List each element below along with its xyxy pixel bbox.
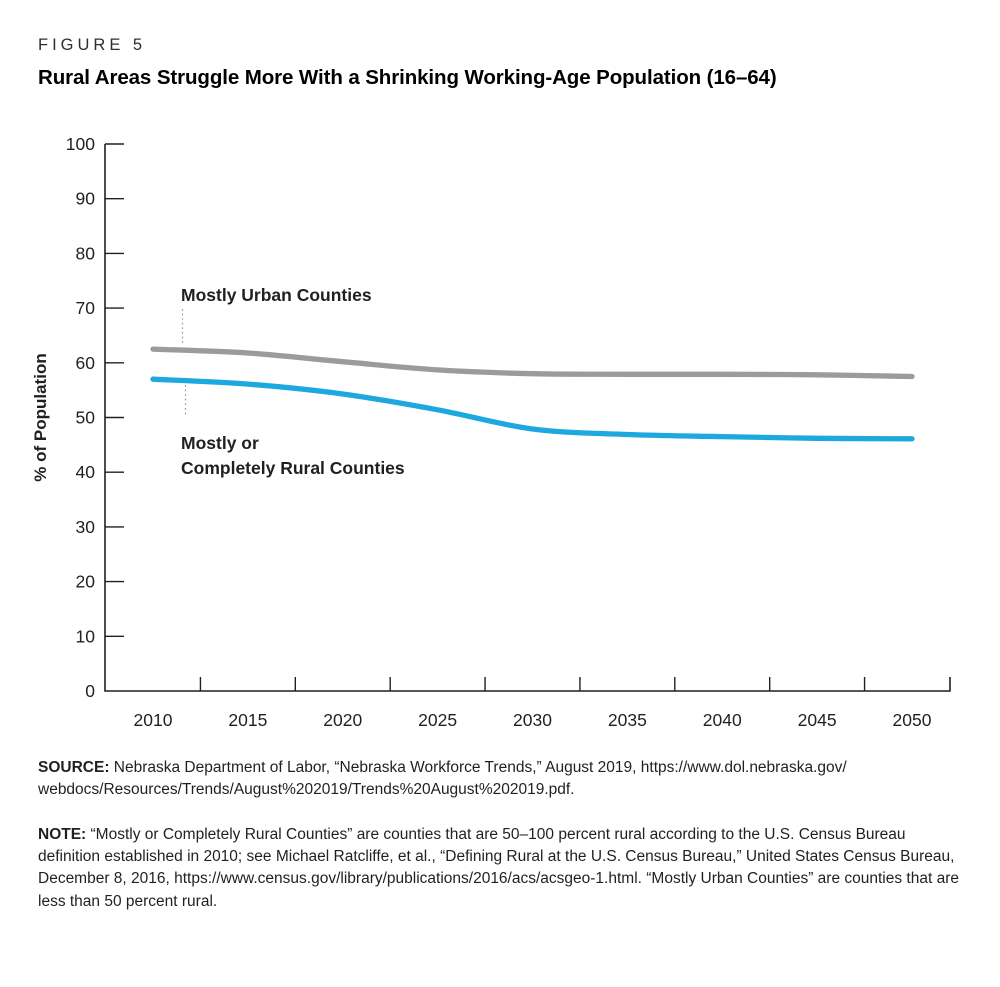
x-tick-label: 2050 — [893, 710, 932, 730]
figure-title: Rural Areas Struggle More With a Shrinki… — [38, 66, 777, 89]
mostly-urban-counties-series-line — [150, 346, 915, 380]
series-label: Mostly or — [181, 433, 259, 453]
x-tick-label: 2040 — [703, 710, 742, 730]
y-tick-label: 0 — [85, 681, 95, 701]
y-tick-label: 70 — [76, 298, 96, 318]
y-tick-label: 20 — [76, 572, 96, 592]
x-tick-label: 2030 — [513, 710, 552, 730]
x-tick-label: 2045 — [798, 710, 837, 730]
source-label: SOURCE: — [38, 759, 110, 776]
x-tick-label: 2020 — [323, 710, 362, 730]
y-tick-label: 40 — [76, 462, 96, 482]
note-text: “Mostly or Completely Rural Counties” ar… — [38, 825, 959, 910]
figure-header: FIGURE 5 Rural Areas Struggle More With … — [0, 0, 1000, 90]
mostly-or-completely-rural-counties-series-line — [150, 376, 915, 442]
y-tick-label: 100 — [66, 134, 95, 154]
series-label: Mostly Urban Counties — [181, 285, 372, 305]
y-tick-label: 80 — [76, 243, 96, 263]
axes — [104, 144, 951, 692]
x-tick-label: 2025 — [418, 710, 457, 730]
y-tick-label: 90 — [76, 189, 96, 209]
x-tick-label: 2010 — [134, 710, 173, 730]
series-label: Completely Rural Counties — [181, 458, 405, 478]
y-axis-title: % of Population — [31, 353, 50, 481]
source-note: SOURCE: Nebraska Department of Labor, “N… — [38, 757, 962, 802]
y-tick-label: 30 — [76, 517, 96, 537]
x-tick-label: 2015 — [228, 710, 267, 730]
note-label: NOTE: — [38, 825, 87, 843]
source-text: Nebraska Department of Labor, “Nebraska … — [38, 759, 847, 799]
y-tick-label: 60 — [76, 353, 96, 373]
chart-notes: SOURCE: Nebraska Department of Labor, “N… — [0, 757, 1000, 913]
definition-note: NOTE: “Mostly or Completely Rural Counti… — [38, 824, 962, 913]
x-tick-label: 2035 — [608, 710, 647, 730]
figure-label: FIGURE 5 — [38, 36, 147, 54]
line-chart: 0 10 20 30 40 50 60 70 80 90 100 2010 2015 2020 2025 20… — [0, 126, 1000, 751]
y-tick-label: 50 — [76, 408, 96, 428]
y-tick-label: 10 — [76, 626, 96, 646]
